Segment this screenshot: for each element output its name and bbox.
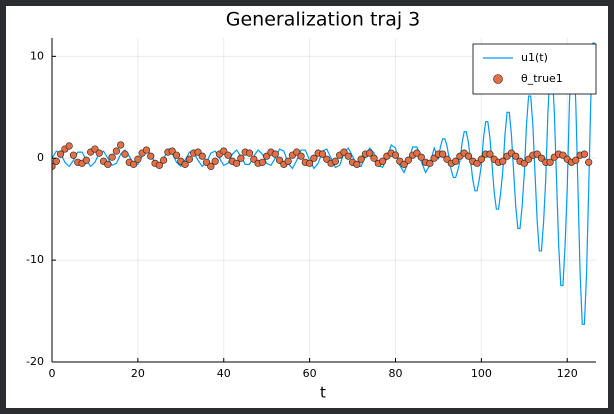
data-point bbox=[245, 149, 254, 157]
x-tick-label: 100 bbox=[471, 367, 492, 380]
data-point bbox=[185, 155, 193, 163]
data-point bbox=[142, 146, 151, 154]
data-point bbox=[172, 151, 181, 159]
data-point bbox=[310, 154, 318, 162]
x-axis-label: t bbox=[320, 384, 326, 402]
y-tick-label: -10 bbox=[26, 253, 44, 266]
data-point bbox=[134, 155, 142, 163]
data-point bbox=[65, 142, 73, 150]
legend-swatch bbox=[493, 74, 503, 84]
data-point bbox=[439, 150, 447, 158]
x-tick-label: 80 bbox=[388, 367, 402, 380]
data-point bbox=[155, 161, 163, 169]
data-point bbox=[95, 149, 103, 157]
data-point bbox=[207, 162, 215, 170]
data-point bbox=[353, 160, 361, 168]
data-point bbox=[331, 157, 339, 165]
x-tick-label: 40 bbox=[217, 367, 231, 380]
legend-box bbox=[472, 43, 597, 95]
ticks: 0 20 40 60 80 100 120 -20 -10 0 10 bbox=[26, 49, 578, 380]
data-point bbox=[56, 150, 65, 158]
data-point bbox=[82, 156, 90, 164]
data-point bbox=[512, 152, 520, 160]
data-point bbox=[297, 152, 305, 160]
data-point bbox=[366, 149, 374, 157]
x-tick-label: 60 bbox=[303, 367, 317, 380]
data-point bbox=[160, 156, 168, 164]
data-point bbox=[121, 150, 129, 158]
data-point bbox=[52, 157, 60, 165]
data-point bbox=[464, 152, 473, 160]
data-point bbox=[417, 153, 425, 161]
data-point bbox=[546, 158, 554, 166]
data-point bbox=[237, 154, 245, 162]
data-point bbox=[271, 150, 279, 158]
data-point bbox=[451, 157, 460, 165]
data-point bbox=[318, 150, 327, 158]
data-point bbox=[117, 141, 125, 149]
data-point bbox=[224, 151, 232, 159]
data-point bbox=[108, 153, 116, 161]
legend-label: u1(t) bbox=[521, 51, 548, 64]
x-tick-label: 0 bbox=[49, 367, 56, 380]
data-point bbox=[258, 158, 266, 166]
data-point bbox=[391, 151, 400, 159]
data-point bbox=[129, 160, 138, 168]
data-point bbox=[404, 156, 412, 164]
data-point bbox=[284, 157, 292, 165]
data-point bbox=[306, 159, 314, 167]
legend-label: θ_true1 bbox=[521, 72, 563, 85]
data-point bbox=[580, 150, 589, 158]
y-tick-label: -20 bbox=[26, 355, 44, 368]
data-point bbox=[379, 157, 387, 165]
data-point bbox=[69, 151, 78, 159]
data-point bbox=[211, 157, 219, 165]
y-tick-label: 10 bbox=[30, 49, 44, 62]
data-point bbox=[147, 152, 155, 160]
data-point bbox=[198, 152, 206, 160]
chart-title: Generalization traj 3 bbox=[226, 9, 421, 31]
legend: u1(t) θ_true1 bbox=[472, 43, 597, 95]
data-point bbox=[585, 158, 593, 166]
data-point bbox=[112, 147, 121, 155]
data-point bbox=[486, 150, 494, 158]
data-point bbox=[233, 159, 241, 167]
data-point bbox=[370, 154, 378, 162]
data-point bbox=[344, 152, 352, 160]
x-tick-label: 20 bbox=[131, 367, 145, 380]
data-point bbox=[477, 155, 485, 163]
x-tick-label: 120 bbox=[557, 367, 578, 380]
data-point bbox=[104, 160, 112, 168]
data-point bbox=[499, 157, 507, 165]
plot-area bbox=[52, 42, 596, 325]
data-point bbox=[181, 160, 189, 168]
data-point bbox=[572, 156, 580, 164]
data-point bbox=[426, 159, 434, 167]
y-tick-label: 0 bbox=[37, 151, 44, 164]
data-point bbox=[357, 155, 365, 163]
